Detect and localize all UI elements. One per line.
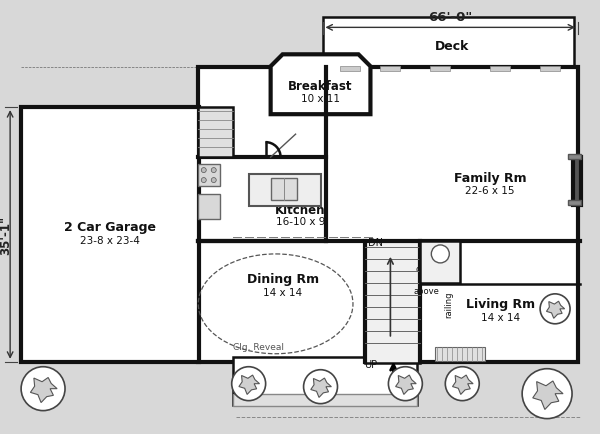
Polygon shape xyxy=(452,375,473,395)
Text: 35'-1": 35'-1" xyxy=(0,215,13,254)
Bar xyxy=(490,67,510,72)
Circle shape xyxy=(304,370,338,404)
Text: 22-6 x 15: 22-6 x 15 xyxy=(466,186,515,196)
Circle shape xyxy=(540,294,570,324)
Bar xyxy=(568,201,581,206)
Bar xyxy=(21,108,199,362)
Bar xyxy=(568,155,581,160)
Bar xyxy=(436,347,485,361)
Polygon shape xyxy=(395,375,416,395)
Bar xyxy=(380,67,400,72)
Bar xyxy=(198,194,220,220)
Bar xyxy=(198,108,233,158)
Bar xyxy=(233,357,418,405)
Text: DN: DN xyxy=(368,237,383,247)
Bar xyxy=(340,67,361,72)
Circle shape xyxy=(431,245,449,263)
Polygon shape xyxy=(239,375,260,395)
Polygon shape xyxy=(533,381,563,410)
Bar xyxy=(248,174,320,207)
Text: 16-10 x 9: 16-10 x 9 xyxy=(276,217,325,227)
Bar xyxy=(421,241,460,283)
Bar xyxy=(323,18,574,70)
Bar xyxy=(198,68,578,362)
Bar xyxy=(233,394,418,406)
Polygon shape xyxy=(31,378,57,403)
Text: 66'-0": 66'-0" xyxy=(428,11,472,24)
Circle shape xyxy=(201,178,206,183)
Bar xyxy=(430,67,450,72)
Text: 14 x 14: 14 x 14 xyxy=(263,287,302,297)
Text: 10 x 11: 10 x 11 xyxy=(301,94,340,104)
Bar xyxy=(365,241,421,363)
Bar xyxy=(198,165,220,187)
Text: 23-8 x 23-4: 23-8 x 23-4 xyxy=(80,235,140,245)
Circle shape xyxy=(232,367,266,401)
Circle shape xyxy=(445,367,479,401)
Circle shape xyxy=(522,369,572,419)
Polygon shape xyxy=(547,302,565,319)
Circle shape xyxy=(211,178,216,183)
Circle shape xyxy=(21,367,65,411)
Text: Breakfast: Breakfast xyxy=(288,79,353,92)
Text: open
to
above: open to above xyxy=(413,264,439,296)
Text: 2 Car Garage: 2 Car Garage xyxy=(64,221,156,234)
Polygon shape xyxy=(271,55,370,115)
Bar xyxy=(540,67,560,72)
Bar xyxy=(271,179,296,201)
Circle shape xyxy=(388,367,422,401)
Text: UP: UP xyxy=(364,359,377,369)
Text: Clg. Reveal: Clg. Reveal xyxy=(233,342,284,352)
Bar xyxy=(573,158,581,206)
Text: 14 x 14: 14 x 14 xyxy=(481,312,520,322)
Text: Kitchen: Kitchen xyxy=(275,203,326,216)
Polygon shape xyxy=(311,378,331,398)
Circle shape xyxy=(211,168,216,173)
Text: Living Rm: Living Rm xyxy=(466,298,535,311)
Text: Deck: Deck xyxy=(435,40,469,53)
Circle shape xyxy=(201,168,206,173)
Text: railing: railing xyxy=(444,291,453,317)
Text: Dining Rm: Dining Rm xyxy=(247,273,319,286)
Text: Family Rm: Family Rm xyxy=(454,171,527,184)
